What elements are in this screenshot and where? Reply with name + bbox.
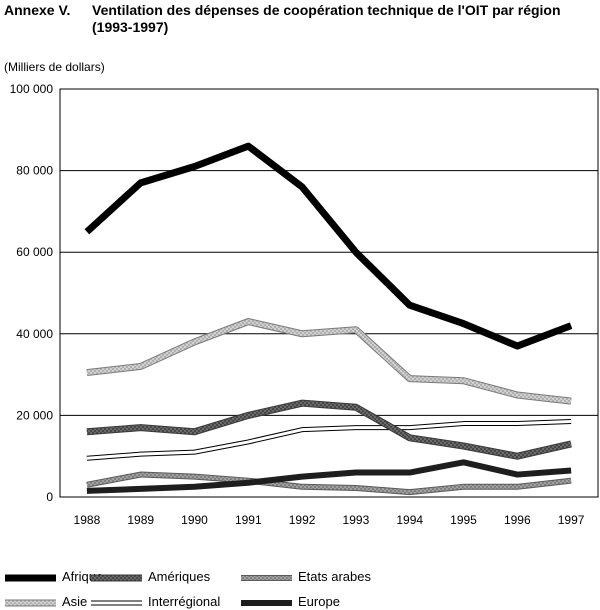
- legend-swatch: [240, 571, 296, 585]
- series-afrique: [87, 146, 571, 346]
- legend-label: Asie: [62, 594, 87, 609]
- y-tick-label: 100 000: [10, 82, 54, 96]
- y-tick-label: 20 000: [16, 408, 53, 422]
- legend-swatch: [4, 571, 60, 585]
- x-tick-label: 1992: [289, 513, 316, 527]
- x-tick-label: 1996: [504, 513, 531, 527]
- legend-label: Interrégional: [148, 594, 220, 609]
- legend-swatch: [90, 571, 146, 585]
- x-tick-label: 1988: [74, 513, 101, 527]
- x-tick-label: 1995: [450, 513, 477, 527]
- legend-label: Europe: [298, 594, 340, 609]
- x-tick-label: 1997: [558, 513, 585, 527]
- y-tick-label: 40 000: [16, 327, 53, 341]
- x-tick-label: 1989: [127, 513, 154, 527]
- legend-label: Amériques: [148, 569, 210, 584]
- legend-label: Etats arabes: [298, 569, 371, 584]
- plot-frame: [60, 89, 598, 497]
- y-tick-label: 0: [46, 490, 53, 504]
- legend-swatch: [240, 596, 296, 610]
- legend-swatch: [4, 596, 60, 610]
- y-tick-label: 60 000: [16, 245, 53, 259]
- x-tick-label: 1991: [235, 513, 262, 527]
- series-line: [87, 146, 571, 346]
- x-tick-label: 1993: [343, 513, 370, 527]
- x-tick-label: 1994: [396, 513, 423, 527]
- x-tick-label: 1990: [181, 513, 208, 527]
- y-tick-label: 80 000: [16, 164, 53, 178]
- legend-swatch: [90, 596, 146, 610]
